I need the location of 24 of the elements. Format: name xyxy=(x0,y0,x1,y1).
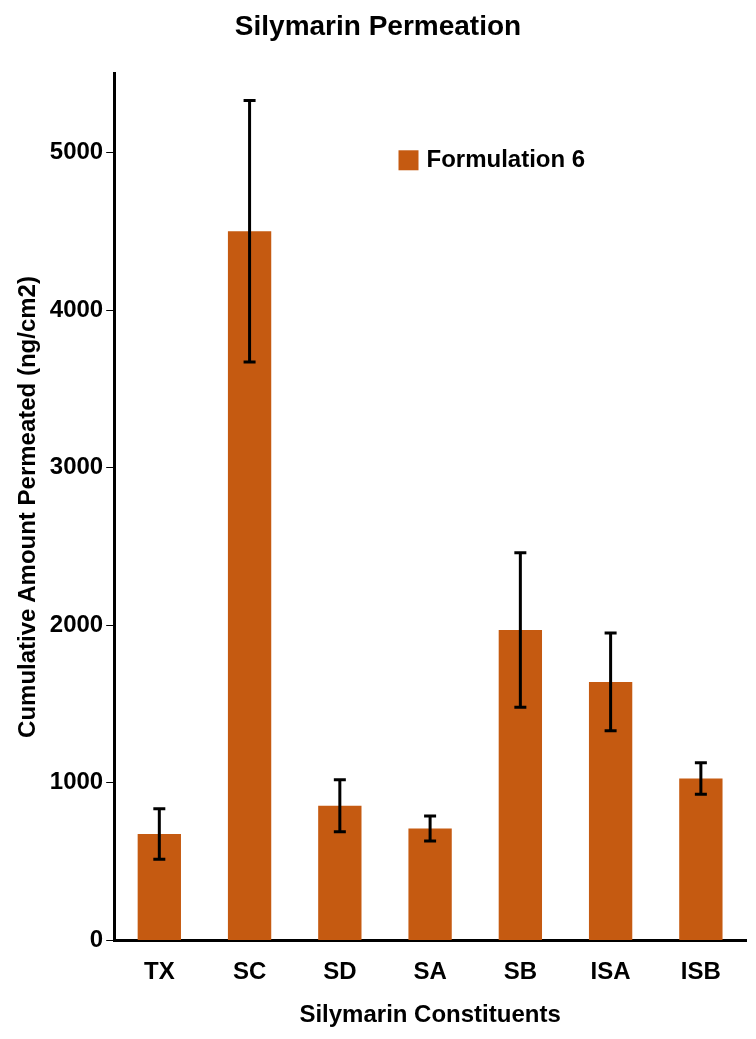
y-tick-label: 5000 xyxy=(49,137,104,165)
x-tick-label: SD xyxy=(323,957,357,985)
x-tick-label: ISA xyxy=(590,957,631,985)
bar xyxy=(588,681,633,940)
x-tick-label: SC xyxy=(232,957,267,985)
x-tick-label: SA xyxy=(413,957,447,985)
chart-title: Silymarin Permeation xyxy=(234,9,522,41)
y-tick-label: 4000 xyxy=(49,294,104,322)
y-axis-title: Cumulative Amount Permeated (ng/cm2) xyxy=(13,276,41,738)
bar xyxy=(408,828,452,940)
bar xyxy=(498,629,543,940)
x-axis-title: Silymarin Constituents xyxy=(299,1000,561,1028)
y-tick-label: 0 xyxy=(89,925,104,953)
bar xyxy=(137,834,181,940)
legend-label: Formulation 6 xyxy=(426,144,586,172)
x-tick-label: SB xyxy=(503,957,538,985)
x-tick-label: ISB xyxy=(680,957,721,985)
y-tick-label: 2000 xyxy=(49,609,104,637)
y-tick-label: 3000 xyxy=(49,452,104,480)
y-tick-label: 1000 xyxy=(49,767,104,795)
bar xyxy=(227,231,272,940)
bar xyxy=(679,778,723,940)
x-tick-label: TX xyxy=(143,957,175,985)
bar xyxy=(318,805,362,940)
